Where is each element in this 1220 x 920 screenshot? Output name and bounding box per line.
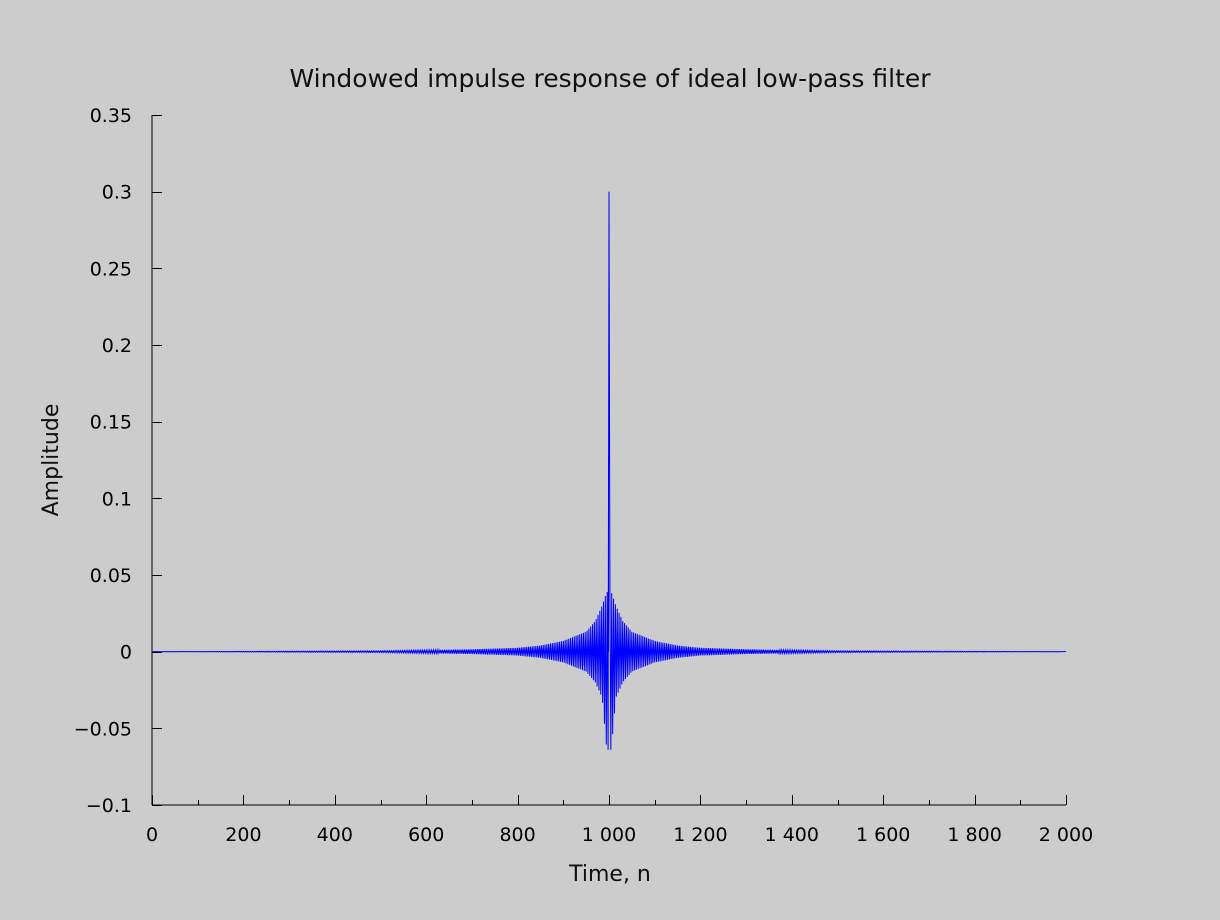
y-tick-label: 0.05 bbox=[90, 565, 132, 587]
chart-title: Windowed impulse response of ideal low-p… bbox=[289, 64, 931, 93]
x-tick-label: 200 bbox=[225, 824, 261, 846]
x-tick-label: 600 bbox=[408, 824, 444, 846]
x-tick-label: 1 400 bbox=[765, 824, 819, 846]
x-tick-label: 800 bbox=[499, 824, 535, 846]
y-tick-label: 0.3 bbox=[102, 182, 132, 204]
x-axis-label: Time, n bbox=[568, 862, 651, 887]
y-tick-label: 0.1 bbox=[102, 488, 132, 510]
x-tick-label: 1 800 bbox=[947, 824, 1001, 846]
y-tick-label: −0.05 bbox=[74, 718, 132, 740]
impulse-response-line bbox=[152, 191, 1067, 750]
x-tick-label: 2 000 bbox=[1039, 824, 1093, 846]
series-layer bbox=[152, 191, 1067, 750]
x-tick-label: 0 bbox=[146, 824, 158, 846]
x-tick-label: 1 600 bbox=[856, 824, 910, 846]
x-tick-label: 1 000 bbox=[582, 824, 636, 846]
x-tick-label: 1 200 bbox=[673, 824, 727, 846]
x-tick-label: 400 bbox=[317, 824, 353, 846]
y-tick-label: −0.1 bbox=[86, 795, 132, 817]
y-tick-label: 0 bbox=[120, 642, 132, 664]
y-tick-label: 0.25 bbox=[90, 258, 132, 280]
y-tick-label: 0.2 bbox=[102, 335, 132, 357]
axes: 0 200 400 600 800 1 000 1 200 1 400 1 600 1 800 2 … bbox=[74, 105, 1093, 846]
y-axis-label: Amplitude bbox=[39, 404, 64, 517]
y-tick-label: 0.15 bbox=[90, 412, 132, 434]
y-tick-label: 0.35 bbox=[90, 105, 132, 127]
